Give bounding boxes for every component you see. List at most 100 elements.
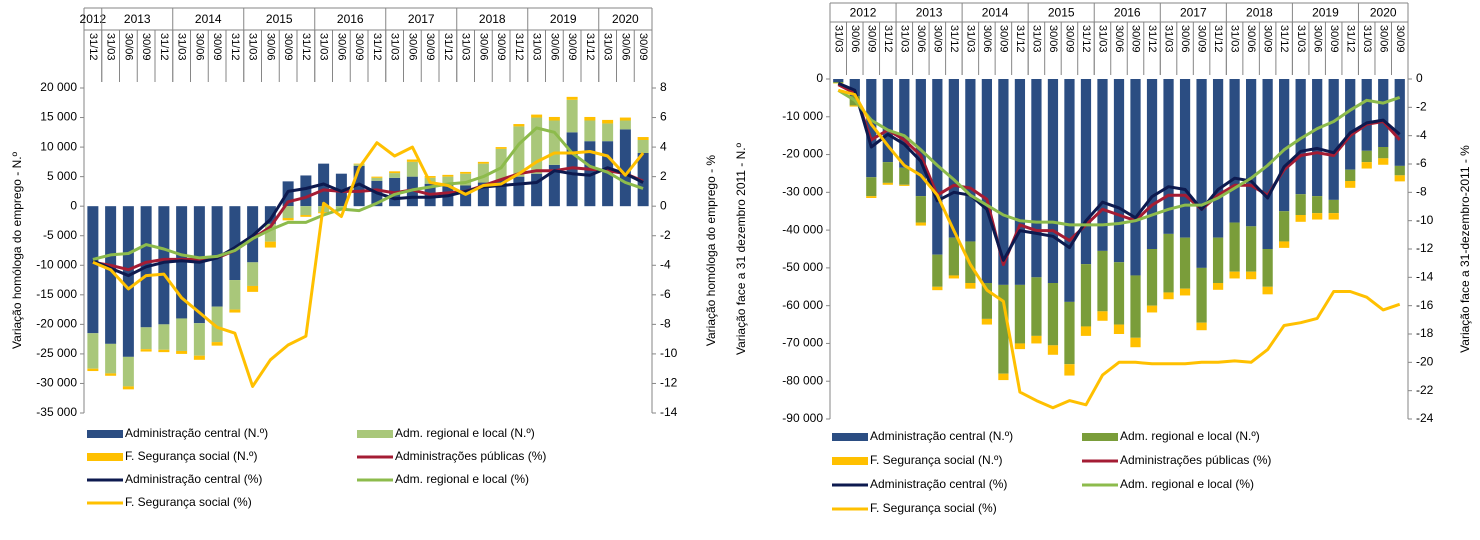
bar xyxy=(1212,237,1224,283)
bar xyxy=(849,105,860,107)
y2-tick-label: 8 xyxy=(660,80,667,94)
year-label: 2017 xyxy=(408,12,435,26)
x-tick-label: 31/03 xyxy=(389,33,401,61)
bar xyxy=(176,206,188,319)
x-tick-label: 30/06 xyxy=(1311,25,1323,53)
x-tick-label: 31/03 xyxy=(531,33,543,61)
bar xyxy=(548,116,560,121)
bar xyxy=(915,79,926,197)
bar xyxy=(1361,162,1372,169)
line xyxy=(837,89,1401,227)
bar xyxy=(866,196,877,198)
y2-tick-label: -20 xyxy=(1416,355,1434,369)
bar xyxy=(353,164,365,166)
bar xyxy=(1394,79,1405,166)
line xyxy=(837,88,1401,410)
bar xyxy=(300,206,312,216)
bar xyxy=(948,237,959,276)
bar xyxy=(495,147,507,149)
bar xyxy=(1163,79,1174,234)
bar xyxy=(1196,322,1207,331)
bar xyxy=(1279,241,1290,248)
bar xyxy=(1245,271,1257,280)
x-tick-label: 30/09 xyxy=(1064,25,1076,53)
y2-tick-label: -2 xyxy=(660,228,671,242)
bar xyxy=(1014,343,1026,350)
bar xyxy=(1196,267,1207,323)
bar xyxy=(866,79,877,178)
bar xyxy=(229,309,241,313)
x-tick-label: 31/03 xyxy=(105,33,117,61)
y-tick-label: -25 000 xyxy=(36,346,77,360)
x-tick-label: 30/06 xyxy=(477,33,489,61)
bar xyxy=(1394,165,1405,176)
x-tick-label: 31/03 xyxy=(1097,25,1109,53)
legend-label: F. Segurança social (N.º) xyxy=(870,453,1002,467)
bar xyxy=(548,164,560,207)
bar xyxy=(1262,286,1273,295)
bar xyxy=(965,283,976,289)
year-label: 2012 xyxy=(850,6,877,20)
bar xyxy=(1245,226,1257,272)
y-tick-label: 0 xyxy=(816,71,823,85)
bar xyxy=(122,386,134,390)
bar xyxy=(932,286,943,291)
x-tick-label: 30/06 xyxy=(1113,25,1125,53)
legend-label: F. Segurança social (N.º) xyxy=(125,449,257,463)
bar xyxy=(389,171,401,174)
x-tick-label: 31/12 xyxy=(442,33,454,61)
x-tick-label: 31/12 xyxy=(1212,25,1224,53)
bar xyxy=(981,79,993,283)
x-tick-label: 31/03 xyxy=(176,33,188,61)
y-tick-label: 20 000 xyxy=(40,80,77,94)
bar xyxy=(1312,213,1323,220)
bar xyxy=(87,206,99,334)
x-tick-label: 30/09 xyxy=(1262,25,1274,53)
bar xyxy=(932,254,943,287)
x-tick-label: 30/09 xyxy=(140,33,152,61)
bar xyxy=(1279,79,1290,212)
y-tick-label: -90 000 xyxy=(782,411,823,425)
line xyxy=(837,83,1401,267)
y2-tick-label: -6 xyxy=(660,287,671,301)
x-tick-label: 30/09 xyxy=(495,33,507,61)
y-tick-label: 10 000 xyxy=(40,139,77,153)
x-tick-label: 30/09 xyxy=(353,33,365,61)
bar xyxy=(1097,311,1108,321)
bar xyxy=(193,355,205,360)
bar xyxy=(981,283,993,319)
bar xyxy=(1146,249,1158,306)
x-tick-label: 31/03 xyxy=(964,25,976,53)
y2-tick-label: -18 xyxy=(1416,326,1434,340)
bar xyxy=(882,162,893,183)
bar xyxy=(442,174,454,177)
y-tick-label: -80 000 xyxy=(782,373,823,387)
y2-axis-title: Variação face a 31-dezembro-2011 - % xyxy=(1458,145,1472,353)
x-tick-label: 31/03 xyxy=(1031,25,1043,53)
year-label: 2018 xyxy=(479,12,506,26)
bar xyxy=(1378,147,1389,159)
x-tick-label: 31/03 xyxy=(1361,25,1373,53)
bar xyxy=(548,120,560,165)
x-tick-label: 30/06 xyxy=(1179,25,1191,53)
x-tick-label: 30/06 xyxy=(122,33,134,61)
bar xyxy=(1179,79,1191,238)
bar xyxy=(1130,275,1141,338)
bar xyxy=(264,223,276,242)
bar xyxy=(442,176,454,186)
year-label: 2014 xyxy=(982,6,1009,20)
bar xyxy=(282,218,294,221)
x-tick-label: 31/12 xyxy=(1080,25,1092,53)
bar xyxy=(193,206,205,324)
x-tick-label: 31/03 xyxy=(1163,25,1175,53)
bar xyxy=(948,275,959,279)
x-tick-label: 30/06 xyxy=(264,33,276,61)
bar xyxy=(1361,79,1372,151)
bar xyxy=(406,161,418,177)
x-tick-label: 30/09 xyxy=(282,33,294,61)
y-tick-label: -15 000 xyxy=(36,287,77,301)
bar xyxy=(899,79,910,168)
x-tick-label: 31/03 xyxy=(832,25,844,53)
bar xyxy=(602,119,614,124)
bar xyxy=(1179,237,1191,289)
